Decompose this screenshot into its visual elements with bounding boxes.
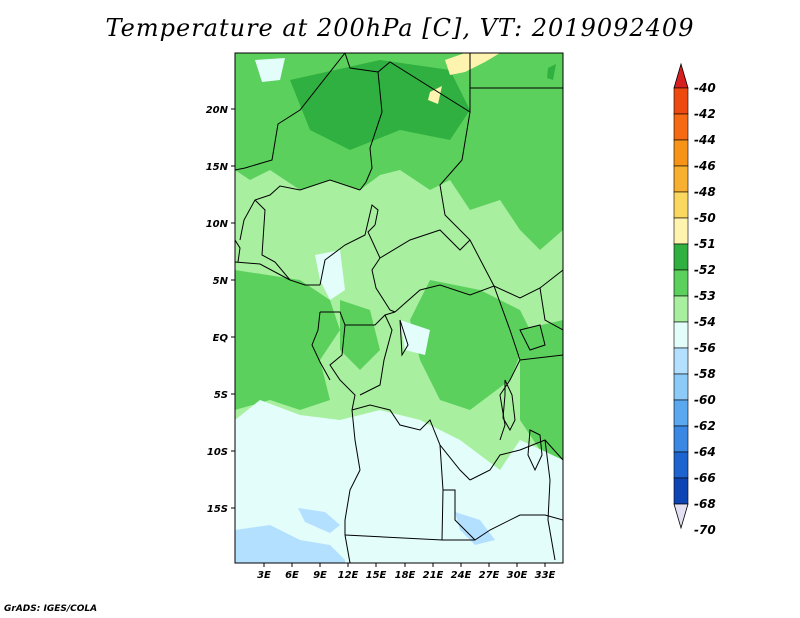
colorbar-segment bbox=[673, 87, 689, 115]
colorbar-label: -52 bbox=[694, 263, 716, 277]
colorbar-segment bbox=[673, 217, 689, 245]
colorbar-label: -48 bbox=[694, 185, 716, 199]
lat-label: 5N bbox=[213, 276, 229, 287]
colorbar-label: -51 bbox=[694, 237, 716, 251]
lat-label: 10S bbox=[207, 447, 228, 458]
grads-credit: GrADS: IGES/COLA bbox=[4, 604, 98, 614]
colorbar-label: -44 bbox=[694, 133, 716, 147]
colorbar-segment bbox=[673, 139, 689, 167]
colorbar-top-arrow bbox=[673, 62, 689, 89]
lon-label: 9E bbox=[313, 570, 327, 581]
colorbar-bottom-arrow bbox=[673, 503, 689, 530]
colorbar-segment bbox=[673, 269, 689, 297]
lon-label: 18E bbox=[395, 570, 416, 581]
colorbar-segment bbox=[673, 425, 689, 453]
colorbar-label: -60 bbox=[694, 393, 716, 407]
map-borders bbox=[235, 53, 563, 563]
lon-label: 3E bbox=[257, 570, 271, 581]
colorbar-legend: -40 -42 -44 -46 -48 -50 -51 -52 -53 -54 -56 -58 -60 -… bbox=[673, 62, 716, 537]
lon-label: 12E bbox=[338, 570, 359, 581]
colorbar-label: -53 bbox=[694, 289, 716, 303]
colorbar-label: -40 bbox=[694, 81, 716, 95]
lat-label: 5S bbox=[214, 390, 228, 401]
colorbar-segment bbox=[673, 373, 689, 401]
map-frame bbox=[234, 52, 564, 564]
lat-label: 15S bbox=[207, 504, 228, 515]
colorbar-label: -62 bbox=[694, 419, 716, 433]
lon-label: 27E bbox=[479, 570, 500, 581]
colorbar-segment bbox=[673, 191, 689, 219]
colorbar-label: -64 bbox=[694, 445, 716, 459]
lon-label: 21E bbox=[423, 570, 444, 581]
colorbar-segment bbox=[673, 399, 689, 427]
colorbar-label: -54 bbox=[694, 315, 716, 329]
lon-label: 24E bbox=[451, 570, 472, 581]
longitude-axis: 3E 6E 9E 12E 15E 18E 21E 24E 27E 30E 33E bbox=[257, 563, 556, 581]
lon-label: 6E bbox=[285, 570, 299, 581]
lat-label: 20N bbox=[206, 105, 229, 116]
lat-label: 15N bbox=[206, 162, 229, 173]
colorbar-segment bbox=[673, 113, 689, 141]
map-title: Temperature at 200hPa [C], VT: 201909240… bbox=[105, 14, 695, 42]
lat-label: EQ bbox=[213, 333, 229, 344]
colorbar-label: -46 bbox=[694, 159, 716, 173]
colorbar-label: -68 bbox=[694, 497, 716, 511]
colorbar-label: -66 bbox=[694, 471, 716, 485]
latitude-axis: 20N 15N 10N 5N EQ 5S 10S 15S bbox=[206, 105, 235, 515]
colorbar-label: -56 bbox=[694, 341, 716, 355]
lon-label: 33E bbox=[535, 570, 556, 581]
colorbar-segment bbox=[673, 321, 689, 349]
lon-label: 15E bbox=[366, 570, 387, 581]
colorbar-label: -58 bbox=[694, 367, 716, 381]
colorbar-segment bbox=[673, 243, 689, 271]
colorbar-label: -42 bbox=[694, 107, 716, 121]
colorbar-label: -50 bbox=[694, 211, 716, 225]
colorbar-segment bbox=[673, 347, 689, 375]
colorbar-segment bbox=[673, 295, 689, 323]
lat-label: 10N bbox=[206, 219, 229, 230]
colorbar-segment bbox=[673, 477, 689, 505]
lon-label: 30E bbox=[507, 570, 528, 581]
colorbar-segment bbox=[673, 451, 689, 479]
colorbar-label: -70 bbox=[694, 523, 716, 537]
colorbar-segment bbox=[673, 165, 689, 193]
